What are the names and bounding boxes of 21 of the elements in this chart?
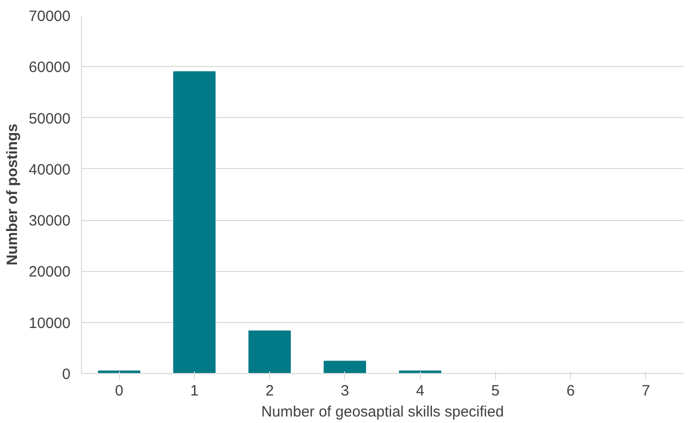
x-axis-title: Number of geosaptial skills specified — [261, 404, 504, 420]
bar — [324, 360, 366, 374]
y-tick-label: 20000 — [28, 264, 71, 281]
x-tick-label: 3 — [340, 382, 350, 400]
y-tick-label: 0 — [62, 366, 70, 383]
bar — [173, 71, 216, 374]
x-tick-label: 6 — [566, 382, 575, 400]
bar — [248, 330, 291, 374]
y-tick-label: 70000 — [28, 8, 71, 25]
x-tick-label: 7 — [642, 382, 650, 400]
y-tick-label: 40000 — [28, 161, 71, 178]
x-tick-label: 1 — [190, 382, 199, 400]
y-tick-label: 50000 — [28, 110, 71, 128]
y-axis-title: Number of postings — [4, 124, 21, 266]
x-tick-label: 4 — [416, 382, 424, 400]
x-tick-label: 2 — [265, 382, 274, 400]
x-tick-label: 5 — [491, 382, 500, 400]
x-tick-label: 0 — [114, 382, 124, 400]
y-tick-label: 10000 — [28, 314, 71, 332]
y-tick-label: 30000 — [28, 212, 71, 230]
y-tick-label: 60000 — [28, 59, 71, 76]
